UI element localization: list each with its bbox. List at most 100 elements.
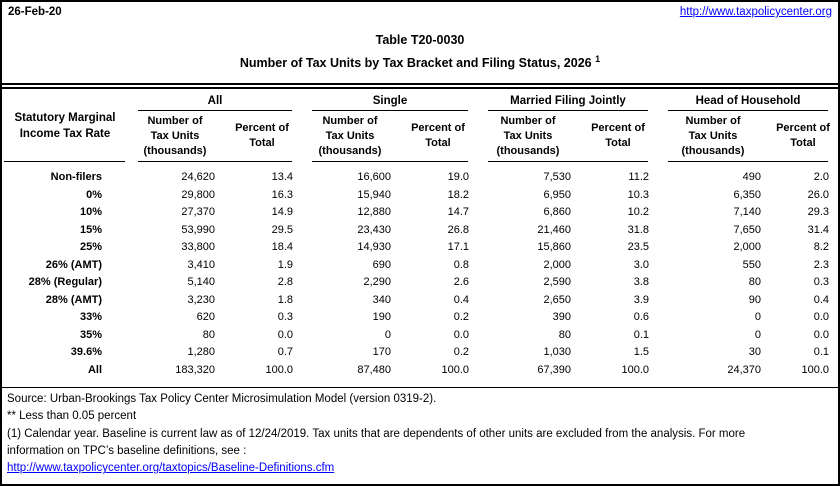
number-of-tax-units-header: Number of Tax Units (thousands) bbox=[143, 114, 207, 157]
table-row: All 183,320 100.0 87,480 100.0 67,390 100.0 24,… bbox=[2, 362, 838, 380]
percent-cell: 100.0 bbox=[265, 363, 293, 376]
tax-units-cell: 2,590 bbox=[543, 276, 571, 289]
group-header-label: Married Filing Jointly bbox=[488, 91, 648, 112]
percent-cell: 100.0 bbox=[621, 363, 649, 376]
baseline-definitions-link[interactable]: http://www.taxpolicycenter.org/taxtopics… bbox=[7, 462, 335, 475]
percent-cell: 3.8 bbox=[633, 276, 649, 289]
row-label: 28% (Regular) bbox=[28, 276, 102, 289]
tax-units-cell: 6,860 bbox=[543, 206, 571, 219]
tax-units-cell: 2,650 bbox=[543, 293, 571, 306]
tax-units-cell: 33,800 bbox=[181, 241, 215, 254]
percent-cell: 2.0 bbox=[813, 171, 829, 184]
tax-units-cell: 6,950 bbox=[543, 188, 571, 201]
tax-units-cell: 24,620 bbox=[181, 171, 215, 184]
table-top-double-rule bbox=[2, 83, 838, 90]
percent-cell: 2.8 bbox=[277, 276, 293, 289]
tax-units-cell: 80 bbox=[748, 276, 761, 289]
footnote-marker: 1 bbox=[595, 54, 601, 64]
tax-units-cell: 3,230 bbox=[187, 293, 215, 306]
group-underline bbox=[138, 161, 292, 163]
header-underline-row bbox=[128, 161, 838, 163]
group-underline bbox=[312, 161, 468, 163]
percent-cell: 1.9 bbox=[277, 258, 293, 271]
tax-units-cell: 15,940 bbox=[357, 188, 391, 201]
row-header-title: Statutory Marginal Income Tax Rate bbox=[2, 91, 128, 161]
tax-units-cell: 0 bbox=[384, 328, 391, 341]
tax-units-cell: 5,140 bbox=[187, 276, 215, 289]
percent-of-total-header: Percent of Total bbox=[776, 122, 830, 150]
row-label: 0% bbox=[86, 188, 102, 201]
percent-cell: 1.8 bbox=[277, 293, 293, 306]
percent-cell: 29.5 bbox=[271, 223, 293, 236]
table-row: 10% 27,370 14.9 12,880 14.7 6,860 10.2 7,140 29.… bbox=[2, 204, 838, 222]
table-row: 35% 80 0.0 0 0.0 80 0.1 0 0.0 bbox=[2, 327, 838, 345]
percent-cell: 26.8 bbox=[447, 223, 469, 236]
tax-units-cell: 53,990 bbox=[181, 223, 215, 236]
row-label: Non-filers bbox=[50, 171, 102, 184]
table-title: Number of Tax Units by Tax Bracket and F… bbox=[2, 50, 838, 73]
percent-cell: 0.8 bbox=[453, 258, 469, 271]
footnotes: Source: Urban-Brookings Tax Policy Cente… bbox=[2, 388, 838, 477]
tax-units-cell: 87,480 bbox=[357, 363, 391, 376]
percent-cell: 2.3 bbox=[813, 258, 829, 271]
table-row: 25% 33,800 18.4 14,930 17.1 15,860 23.5 2,000 8.… bbox=[2, 239, 838, 257]
tax-units-cell: 7,140 bbox=[733, 206, 761, 219]
tax-units-cell: 190 bbox=[372, 311, 391, 324]
percent-cell: 100.0 bbox=[441, 363, 469, 376]
group-header-row: All Single Married Filing Jointly Head of H… bbox=[128, 91, 838, 112]
row-label: 35% bbox=[79, 328, 102, 341]
percent-cell: 8.2 bbox=[813, 241, 829, 254]
percent-cell: 2.6 bbox=[453, 276, 469, 289]
tax-units-cell: 29,800 bbox=[181, 188, 215, 201]
footnote-1-line2: information on TPC’s baseline definition… bbox=[7, 445, 247, 458]
tax-units-cell: 21,460 bbox=[537, 223, 571, 236]
tax-units-cell: 2,000 bbox=[543, 258, 571, 271]
percent-cell: 18.2 bbox=[447, 188, 469, 201]
percent-cell: 3.9 bbox=[633, 293, 649, 306]
table-row: 26% (AMT) 3,410 1.9 690 0.8 2,000 3.0 550 2.3 bbox=[2, 257, 838, 275]
tax-units-cell: 340 bbox=[372, 293, 391, 306]
percent-cell: 29.3 bbox=[807, 206, 829, 219]
percent-cell: 0.0 bbox=[813, 328, 829, 341]
tax-units-cell: 0 bbox=[754, 311, 761, 324]
asterisk-note: ** Less than 0.05 percent bbox=[7, 410, 137, 423]
top-bar: 26-Feb-20 http://www.taxpolicycenter.org bbox=[2, 2, 838, 18]
percent-cell: 1.5 bbox=[633, 346, 649, 359]
row-header-line1: Statutory Marginal bbox=[14, 112, 116, 125]
tax-units-cell: 6,350 bbox=[733, 188, 761, 201]
number-of-tax-units-header: Number of Tax Units (thousands) bbox=[496, 114, 560, 157]
group-header: Married Filing Jointly bbox=[478, 91, 658, 112]
date-label: 26-Feb-20 bbox=[8, 6, 62, 18]
percent-of-total-header: Percent of Total bbox=[591, 122, 645, 150]
source-note: Source: Urban-Brookings Tax Policy Cente… bbox=[7, 393, 437, 406]
homepage-link[interactable]: http://www.taxpolicycenter.org bbox=[679, 6, 832, 18]
percent-cell: 14.9 bbox=[271, 206, 293, 219]
title-block: Table T20-0030 Number of Tax Units by Ta… bbox=[2, 31, 838, 73]
table-row: 28% (AMT) 3,230 1.8 340 0.4 2,650 3.9 90 0.4 bbox=[2, 292, 838, 310]
row-label: 39.6% bbox=[70, 346, 102, 359]
row-label: 26% (AMT) bbox=[45, 258, 102, 271]
percent-cell: 0.3 bbox=[813, 276, 829, 289]
percent-of-total-header: Percent of Total bbox=[411, 122, 465, 150]
table-header: Statutory Marginal Income Tax Rate All Sin… bbox=[2, 91, 838, 163]
group-header-label: All bbox=[138, 91, 292, 112]
tax-units-cell: 7,650 bbox=[733, 223, 761, 236]
tax-units-cell: 23,430 bbox=[357, 223, 391, 236]
percent-cell: 10.2 bbox=[627, 206, 649, 219]
tax-units-cell: 80 bbox=[202, 328, 215, 341]
row-header-column: Statutory Marginal Income Tax Rate bbox=[2, 91, 128, 163]
tax-units-cell: 16,600 bbox=[357, 171, 391, 184]
column-headers: All Single Married Filing Jointly Head of H… bbox=[128, 91, 838, 163]
table-row: 39.6% 1,280 0.7 170 0.2 1,030 1.5 30 0.1 bbox=[2, 344, 838, 362]
percent-cell: 0.7 bbox=[277, 346, 293, 359]
tax-units-cell: 3,410 bbox=[187, 258, 215, 271]
row-header-line2: Income Tax Rate bbox=[19, 128, 111, 141]
percent-cell: 0.4 bbox=[453, 293, 469, 306]
tax-units-cell: 170 bbox=[372, 346, 391, 359]
percent-cell: 0.1 bbox=[813, 346, 829, 359]
tax-units-cell: 24,370 bbox=[727, 363, 761, 376]
percent-cell: 0.0 bbox=[813, 311, 829, 324]
tax-units-cell: 12,880 bbox=[357, 206, 391, 219]
percent-cell: 0.1 bbox=[633, 328, 649, 341]
percent-of-total-header: Percent of Total bbox=[235, 122, 289, 150]
